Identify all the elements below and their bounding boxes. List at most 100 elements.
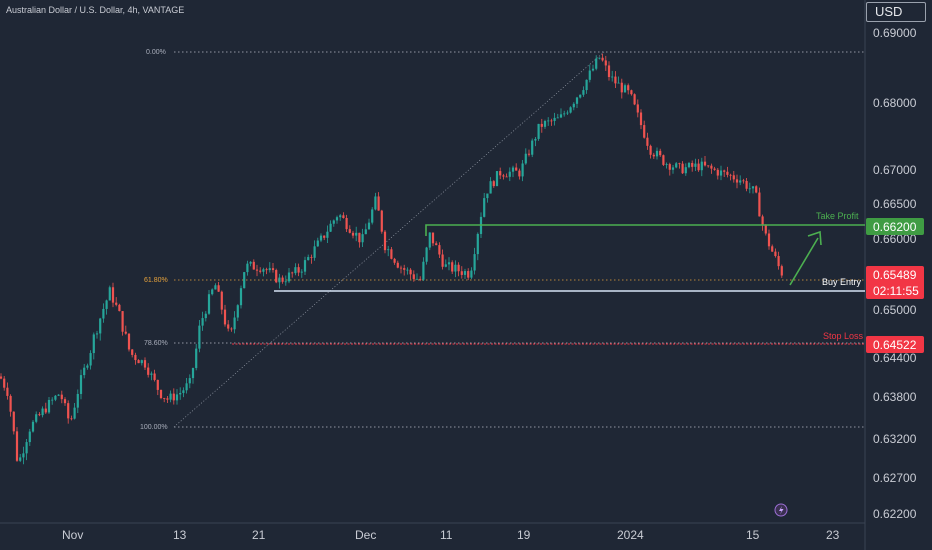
- candle-body: [281, 277, 284, 282]
- price-tick: 0.66500: [873, 197, 917, 211]
- candle-body: [124, 331, 127, 334]
- candle-body: [403, 268, 406, 270]
- stop-loss-label: Stop Loss: [823, 331, 864, 341]
- candle-body: [726, 171, 729, 175]
- time-tick: 13: [173, 528, 187, 542]
- candle-body: [563, 113, 566, 115]
- candle-body: [463, 271, 467, 275]
- candle-body: [313, 246, 316, 258]
- candle-body: [323, 235, 326, 238]
- candle-body: [364, 229, 367, 235]
- candle-body: [393, 258, 396, 263]
- candle-body: [518, 170, 521, 177]
- candle-body: [601, 57, 604, 61]
- candle-body: [719, 170, 723, 176]
- candle-body: [19, 457, 22, 461]
- fib-label-618: 61.80%: [144, 277, 168, 284]
- candle-body: [284, 281, 287, 283]
- price-tick: 0.68000: [873, 96, 917, 110]
- candle-body: [95, 333, 99, 335]
- price-tick: 0.62700: [873, 471, 917, 485]
- candle-body: [675, 163, 678, 168]
- candle-body: [191, 368, 195, 379]
- candle-body: [179, 392, 182, 395]
- candle-body: [188, 378, 191, 384]
- candle-body: [559, 114, 563, 118]
- candle-body: [515, 167, 518, 171]
- candle-body: [537, 123, 540, 139]
- candle-body: [777, 256, 780, 267]
- candle-body: [700, 161, 703, 171]
- candle-body: [326, 231, 329, 238]
- candle-body: [374, 196, 377, 210]
- candle-body: [339, 215, 342, 218]
- candle-body: [195, 348, 198, 369]
- candle-body: [303, 260, 307, 272]
- candle-body: [575, 97, 579, 104]
- candle-body: [655, 150, 659, 157]
- candle-body: [435, 243, 438, 246]
- candle-body: [204, 313, 207, 319]
- candle-body: [646, 137, 649, 146]
- candle-body: [57, 394, 60, 396]
- candle-body: [271, 268, 275, 271]
- candle-body: [732, 175, 735, 180]
- price-tick: 0.67000: [873, 163, 917, 177]
- candle-body: [604, 60, 607, 66]
- candle-body: [588, 70, 591, 80]
- candle-body: [41, 408, 44, 416]
- candle-body: [639, 112, 643, 126]
- candle-body: [447, 262, 451, 265]
- candle-body: [252, 261, 255, 270]
- candle-body: [172, 393, 175, 401]
- candle-body: [495, 171, 499, 187]
- candle-body: [684, 167, 687, 174]
- candle-body: [143, 360, 147, 368]
- candle-body: [153, 373, 156, 380]
- candle-body: [687, 162, 691, 168]
- candle-body: [396, 262, 399, 268]
- candle-body: [60, 394, 63, 400]
- take-profit-line: [425, 224, 865, 236]
- candle-body: [243, 272, 246, 289]
- candle-body: [383, 231, 387, 251]
- time-tick: 23: [826, 528, 840, 542]
- candle-body: [556, 117, 559, 119]
- candle-body: [131, 349, 134, 355]
- candle-body: [729, 174, 732, 176]
- candle-body: [310, 257, 313, 258]
- projection-arrow-line: [789, 237, 819, 286]
- current-price-value: 0.65489: [873, 268, 917, 282]
- candle-body: [745, 180, 748, 189]
- candle-body: [643, 125, 646, 138]
- candle-body: [598, 57, 601, 59]
- candle-body: [0, 376, 3, 379]
- candle-body: [115, 302, 118, 305]
- candle-body: [185, 383, 188, 391]
- time-tick: 2024: [617, 528, 644, 542]
- candle-body: [681, 163, 684, 174]
- candle-body: [163, 398, 166, 399]
- current-price-tag: [866, 266, 924, 299]
- candle-body: [659, 150, 662, 156]
- candle-body: [527, 153, 531, 155]
- candle-body: [329, 223, 332, 232]
- candle-body: [316, 240, 319, 247]
- fib-lines: [173, 51, 865, 428]
- candle-body: [118, 304, 121, 312]
- candle-body: [22, 453, 25, 458]
- candle-body: [108, 287, 111, 301]
- candle-body: [175, 394, 179, 401]
- candle-body: [3, 378, 6, 388]
- price-tick: 0.62200: [873, 507, 917, 521]
- candle-body: [499, 171, 502, 176]
- candle-body: [454, 264, 457, 272]
- candle-body: [636, 104, 639, 113]
- candle-body: [524, 153, 527, 164]
- currency-selector[interactable]: USD: [866, 2, 926, 22]
- fib-trend-line: [173, 51, 605, 428]
- time-tick: Nov: [62, 528, 83, 542]
- time-tick: 21: [252, 528, 266, 542]
